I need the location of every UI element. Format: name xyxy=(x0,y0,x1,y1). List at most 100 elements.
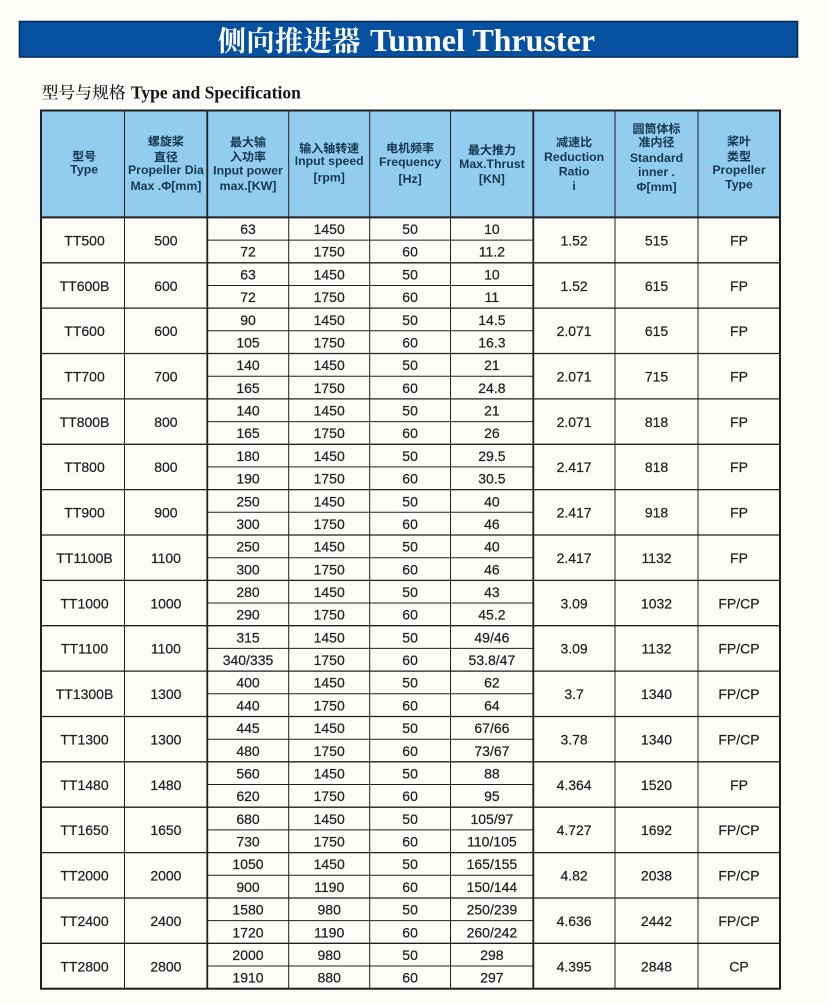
svg-text:3.78: 3.78 xyxy=(560,732,587,748)
svg-text:1190: 1190 xyxy=(314,879,344,895)
svg-text:300: 300 xyxy=(236,516,260,532)
svg-text:1450: 1450 xyxy=(314,493,345,509)
svg-text:16.3: 16.3 xyxy=(478,335,505,351)
svg-text:88: 88 xyxy=(484,766,500,782)
svg-text:2000: 2000 xyxy=(232,947,263,963)
svg-text:680: 680 xyxy=(236,811,260,827)
svg-text:21: 21 xyxy=(484,403,500,419)
svg-text:1750: 1750 xyxy=(314,561,345,577)
svg-text:1.52: 1.52 xyxy=(560,278,587,294)
svg-text:50: 50 xyxy=(402,221,418,237)
svg-text:340/335: 340/335 xyxy=(223,652,274,668)
svg-text:FP: FP xyxy=(730,369,748,385)
svg-text:50: 50 xyxy=(402,493,418,509)
svg-text:180: 180 xyxy=(236,448,260,464)
svg-text:90: 90 xyxy=(240,312,256,328)
svg-text:64: 64 xyxy=(484,697,500,713)
svg-text:1750: 1750 xyxy=(314,743,345,759)
svg-text:TT600: TT600 xyxy=(64,323,105,339)
svg-text:250: 250 xyxy=(236,539,260,555)
svg-text:TT2400: TT2400 xyxy=(60,913,108,929)
svg-text:TT800B: TT800B xyxy=(60,414,110,430)
svg-text:60: 60 xyxy=(402,788,418,804)
svg-text:TT2800: TT2800 xyxy=(60,958,108,974)
svg-text:1750: 1750 xyxy=(314,516,345,532)
svg-text:515: 515 xyxy=(645,232,669,248)
svg-text:1450: 1450 xyxy=(314,811,345,827)
svg-text:1450: 1450 xyxy=(314,221,345,237)
svg-text:TT900: TT900 xyxy=(64,505,105,521)
svg-text:FP: FP xyxy=(730,414,748,430)
svg-text:1450: 1450 xyxy=(314,629,345,645)
svg-text:60: 60 xyxy=(402,425,418,441)
svg-text:60: 60 xyxy=(402,879,418,895)
svg-text:FP/CP: FP/CP xyxy=(718,595,759,611)
svg-text:Type and Specification: Type and Specification xyxy=(131,82,301,102)
svg-text:4.364: 4.364 xyxy=(557,777,592,793)
svg-text:[KN]: [KN] xyxy=(479,172,505,186)
svg-text:880: 880 xyxy=(318,970,342,986)
svg-text:980: 980 xyxy=(318,947,342,963)
svg-text:TT1480: TT1480 xyxy=(60,777,108,793)
svg-text:Φ[mm]: Φ[mm] xyxy=(636,180,676,194)
svg-text:1750: 1750 xyxy=(314,788,345,804)
svg-text:FP: FP xyxy=(730,278,748,294)
svg-text:900: 900 xyxy=(154,505,178,521)
svg-text:72: 72 xyxy=(240,289,256,305)
svg-text:1750: 1750 xyxy=(314,652,345,668)
svg-text:1300: 1300 xyxy=(150,732,181,748)
svg-text:95: 95 xyxy=(484,788,500,804)
svg-text:298: 298 xyxy=(480,947,504,963)
svg-text:FP: FP xyxy=(730,550,748,566)
svg-text:TT1100: TT1100 xyxy=(61,641,108,657)
svg-text:1480: 1480 xyxy=(150,777,181,793)
svg-text:2.417: 2.417 xyxy=(557,459,592,475)
svg-text:60: 60 xyxy=(402,970,418,986)
svg-text:800: 800 xyxy=(154,459,178,475)
svg-text:Propeller: Propeller xyxy=(712,163,766,177)
svg-text:1750: 1750 xyxy=(314,289,345,305)
svg-text:1050: 1050 xyxy=(232,856,263,872)
svg-text:2.417: 2.417 xyxy=(557,505,592,521)
svg-text:2.417: 2.417 xyxy=(557,550,592,566)
svg-text:150/144: 150/144 xyxy=(467,879,518,895)
svg-text:250: 250 xyxy=(236,493,260,509)
svg-text:1450: 1450 xyxy=(314,766,345,782)
svg-text:1750: 1750 xyxy=(314,697,345,713)
svg-text:1750: 1750 xyxy=(314,834,345,850)
svg-text:FP/CP: FP/CP xyxy=(718,913,759,929)
svg-text:Max.Thrust: Max.Thrust xyxy=(459,157,525,171)
svg-text:818: 818 xyxy=(645,459,669,475)
svg-text:60: 60 xyxy=(402,561,418,577)
svg-text:FP: FP xyxy=(730,323,748,339)
svg-text:50: 50 xyxy=(402,675,418,691)
svg-text:Type: Type xyxy=(70,163,98,177)
svg-text:FP: FP xyxy=(730,459,748,475)
svg-text:14.5: 14.5 xyxy=(478,312,505,328)
svg-text:500: 500 xyxy=(154,232,178,248)
svg-text:290: 290 xyxy=(236,607,260,623)
svg-text:1650: 1650 xyxy=(150,822,181,838)
svg-text:700: 700 xyxy=(154,369,178,385)
svg-text:50: 50 xyxy=(402,357,418,373)
svg-text:FP: FP xyxy=(730,777,748,793)
svg-text:140: 140 xyxy=(236,357,260,373)
svg-text:1000: 1000 xyxy=(150,595,181,611)
svg-text:1450: 1450 xyxy=(314,675,345,691)
svg-text:2000: 2000 xyxy=(150,868,181,884)
svg-text:800: 800 xyxy=(154,414,178,430)
svg-text:4.727: 4.727 xyxy=(557,822,592,838)
svg-text:730: 730 xyxy=(236,834,260,850)
svg-text:73/67: 73/67 xyxy=(474,743,509,759)
svg-text:FP/CP: FP/CP xyxy=(718,868,759,884)
svg-text:1132: 1132 xyxy=(641,641,671,657)
svg-text:50: 50 xyxy=(402,766,418,782)
svg-text:TT1300: TT1300 xyxy=(60,732,108,748)
svg-text:43: 43 xyxy=(484,584,500,600)
svg-text:1580: 1580 xyxy=(232,902,263,918)
svg-text:45.2: 45.2 xyxy=(478,607,505,623)
svg-text:TT500: TT500 xyxy=(64,232,105,248)
svg-text:4.636: 4.636 xyxy=(557,913,592,929)
svg-text:TT1000: TT1000 xyxy=(60,595,108,611)
svg-text:46: 46 xyxy=(484,516,500,532)
